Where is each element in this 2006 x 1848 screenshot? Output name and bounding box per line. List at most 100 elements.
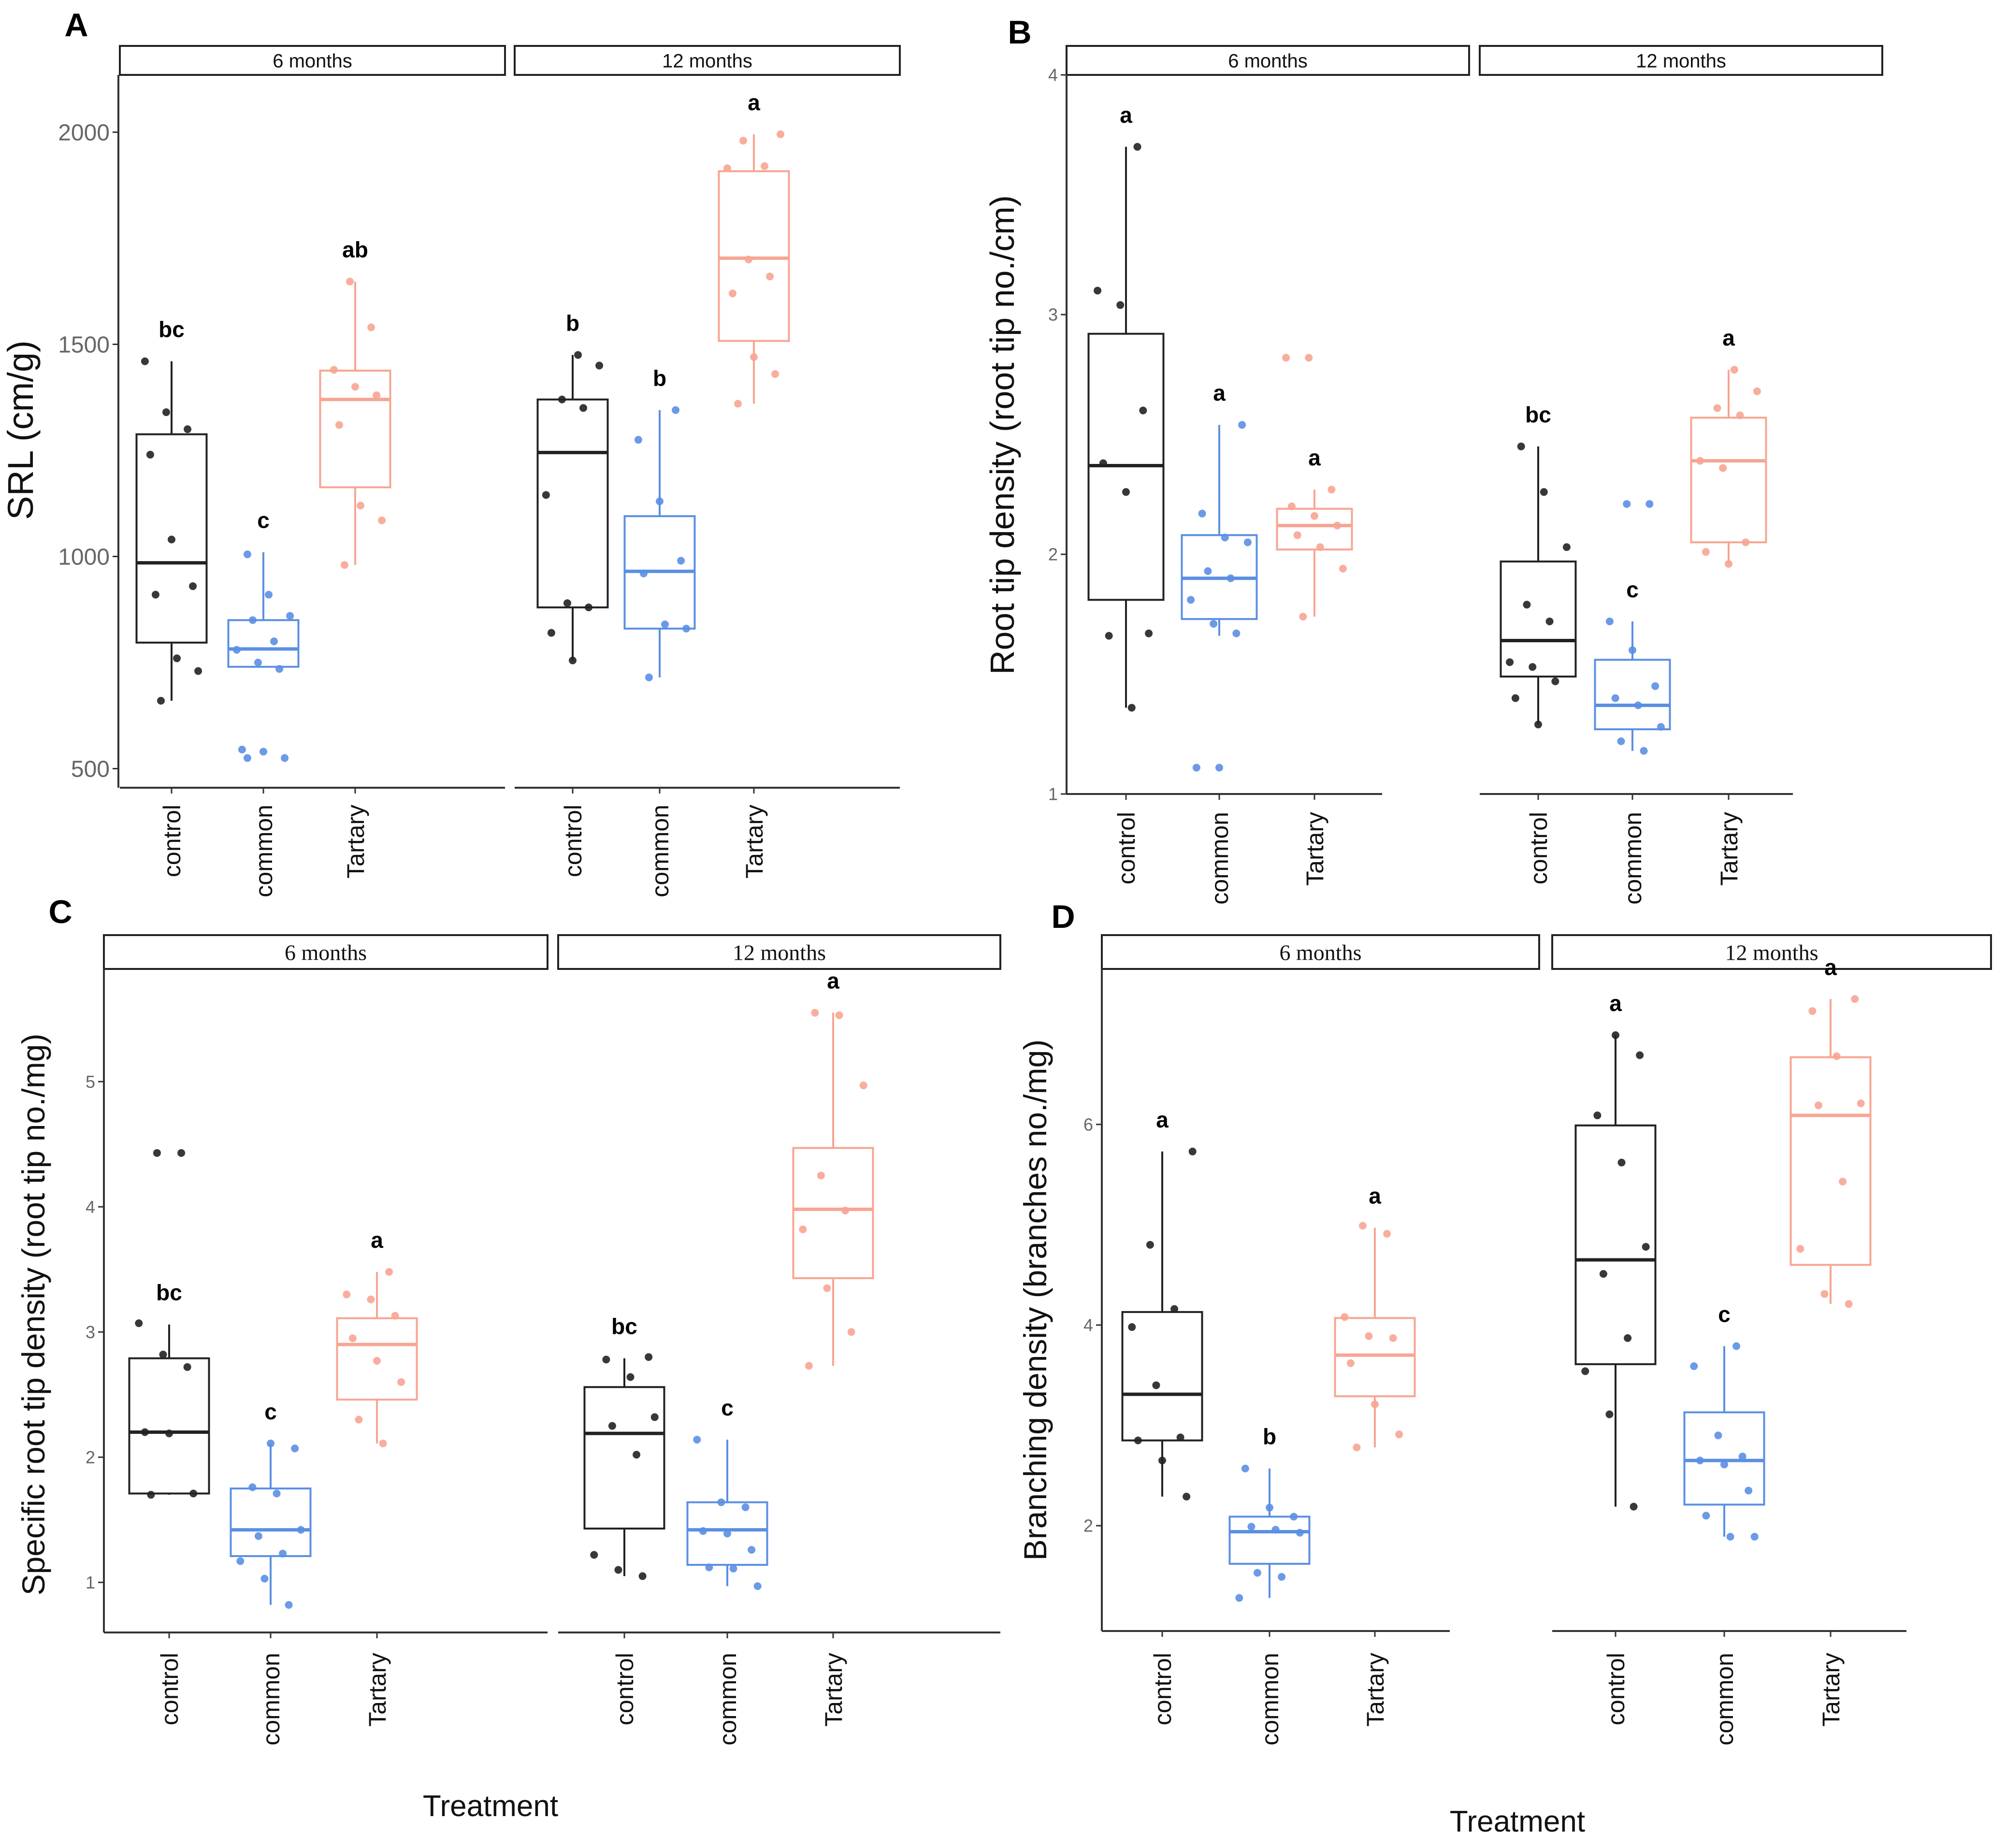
x-tick-label: control bbox=[1525, 812, 1552, 884]
box-common: c bbox=[227, 508, 300, 762]
significance-letter: bc bbox=[159, 317, 185, 342]
x-tick-label: Tartary bbox=[1818, 1653, 1845, 1727]
data-point bbox=[265, 591, 273, 599]
x-tick-label: Tartary bbox=[364, 1653, 391, 1727]
data-point bbox=[1311, 512, 1318, 520]
data-point bbox=[165, 1429, 173, 1438]
data-point bbox=[1133, 143, 1141, 151]
data-point bbox=[744, 255, 752, 263]
data-point bbox=[183, 1363, 191, 1371]
facet-strip bbox=[557, 934, 1001, 970]
data-point bbox=[723, 1530, 731, 1538]
data-point bbox=[367, 323, 375, 332]
data-point bbox=[734, 400, 742, 408]
x-tick-label: common bbox=[1619, 812, 1646, 905]
data-point bbox=[547, 629, 555, 637]
data-point bbox=[379, 1439, 387, 1447]
x-tick-label: control bbox=[1113, 812, 1140, 884]
box-tartary: a bbox=[336, 1227, 418, 1447]
y-tick-label: 2 bbox=[1048, 545, 1058, 564]
data-point bbox=[1745, 1487, 1753, 1495]
data-point bbox=[1333, 521, 1342, 530]
panel-letter: D bbox=[1051, 898, 1075, 935]
data-point bbox=[1611, 694, 1619, 702]
data-point bbox=[385, 1268, 393, 1276]
data-point bbox=[189, 582, 197, 590]
facet-strip bbox=[119, 45, 506, 76]
box-tartary: a bbox=[792, 968, 874, 1370]
data-point bbox=[585, 603, 593, 611]
data-point bbox=[1316, 543, 1324, 551]
x-tick-label: control bbox=[560, 805, 587, 877]
box-iqr bbox=[1690, 417, 1767, 544]
y-axis-title: Root tip density (root tip no./cm) bbox=[983, 195, 1021, 675]
data-point bbox=[194, 667, 202, 675]
data-point bbox=[1640, 747, 1648, 755]
data-point bbox=[1696, 1457, 1704, 1465]
data-point bbox=[285, 1601, 293, 1609]
data-point bbox=[1188, 1147, 1197, 1155]
data-point bbox=[729, 1564, 737, 1573]
x-tick-label: control bbox=[1602, 1653, 1630, 1725]
data-point bbox=[1152, 1381, 1160, 1389]
facet-strip bbox=[1066, 45, 1470, 76]
data-point bbox=[1696, 457, 1704, 465]
y-tick-label: 2 bbox=[1083, 1516, 1093, 1536]
data-point bbox=[717, 1498, 725, 1506]
data-point bbox=[177, 1149, 186, 1157]
data-point bbox=[1238, 421, 1246, 429]
facet-label: 12 months bbox=[733, 940, 826, 965]
data-point bbox=[1278, 1573, 1286, 1581]
panel-b: B 6 months 12 months 1 2 3 4 Root tip density (… bbox=[983, 14, 1883, 905]
data-point bbox=[260, 748, 267, 756]
box-iqr bbox=[1121, 1311, 1203, 1442]
y-tick-label: 4 bbox=[1048, 65, 1058, 85]
data-point bbox=[1753, 387, 1761, 395]
x-tick-label: Tartary bbox=[1362, 1653, 1389, 1727]
box-iqr bbox=[1594, 659, 1671, 731]
y-axis-title: Branching density (branches no./mg) bbox=[1017, 1040, 1053, 1561]
data-point bbox=[753, 1582, 762, 1590]
data-point bbox=[355, 1415, 363, 1424]
data-point bbox=[281, 754, 289, 762]
box-iqr bbox=[792, 1147, 874, 1279]
data-point bbox=[841, 1206, 850, 1214]
data-point bbox=[1534, 721, 1542, 729]
x-tick-label: common bbox=[258, 1653, 285, 1746]
y-tick-label: 500 bbox=[71, 756, 110, 782]
data-point bbox=[1833, 1052, 1841, 1060]
data-point bbox=[1198, 509, 1206, 518]
data-point bbox=[1814, 1101, 1822, 1110]
data-point bbox=[595, 361, 604, 370]
y-tick-label: 1 bbox=[1048, 784, 1058, 804]
y-tick-label: 6 bbox=[1083, 1114, 1093, 1134]
data-point bbox=[771, 370, 779, 378]
data-point bbox=[626, 1373, 635, 1381]
data-point bbox=[243, 754, 251, 762]
significance-letter: b bbox=[653, 366, 666, 391]
data-point bbox=[1339, 564, 1347, 573]
data-point bbox=[147, 1491, 155, 1499]
data-point bbox=[1371, 1400, 1379, 1408]
facet-label: 6 months bbox=[285, 940, 367, 965]
data-point bbox=[1210, 620, 1218, 628]
data-point bbox=[1128, 1323, 1136, 1331]
data-point bbox=[728, 289, 736, 298]
significance-letter: ab bbox=[342, 237, 368, 262]
data-point bbox=[750, 353, 758, 361]
data-point bbox=[739, 137, 747, 145]
data-point bbox=[1146, 1241, 1154, 1249]
x-tick-label: common bbox=[250, 805, 277, 897]
data-point bbox=[1851, 995, 1859, 1003]
data-point bbox=[650, 1413, 659, 1421]
data-point bbox=[135, 1319, 143, 1328]
y-tick-label: 4 bbox=[86, 1197, 95, 1217]
box-iqr bbox=[536, 398, 609, 608]
data-point bbox=[1243, 538, 1252, 547]
significance-letter: b bbox=[566, 310, 579, 335]
data-point bbox=[805, 1362, 813, 1370]
data-point bbox=[1266, 1503, 1273, 1512]
data-point bbox=[1736, 411, 1744, 419]
data-point bbox=[1581, 1367, 1589, 1375]
data-point bbox=[1612, 1031, 1619, 1039]
